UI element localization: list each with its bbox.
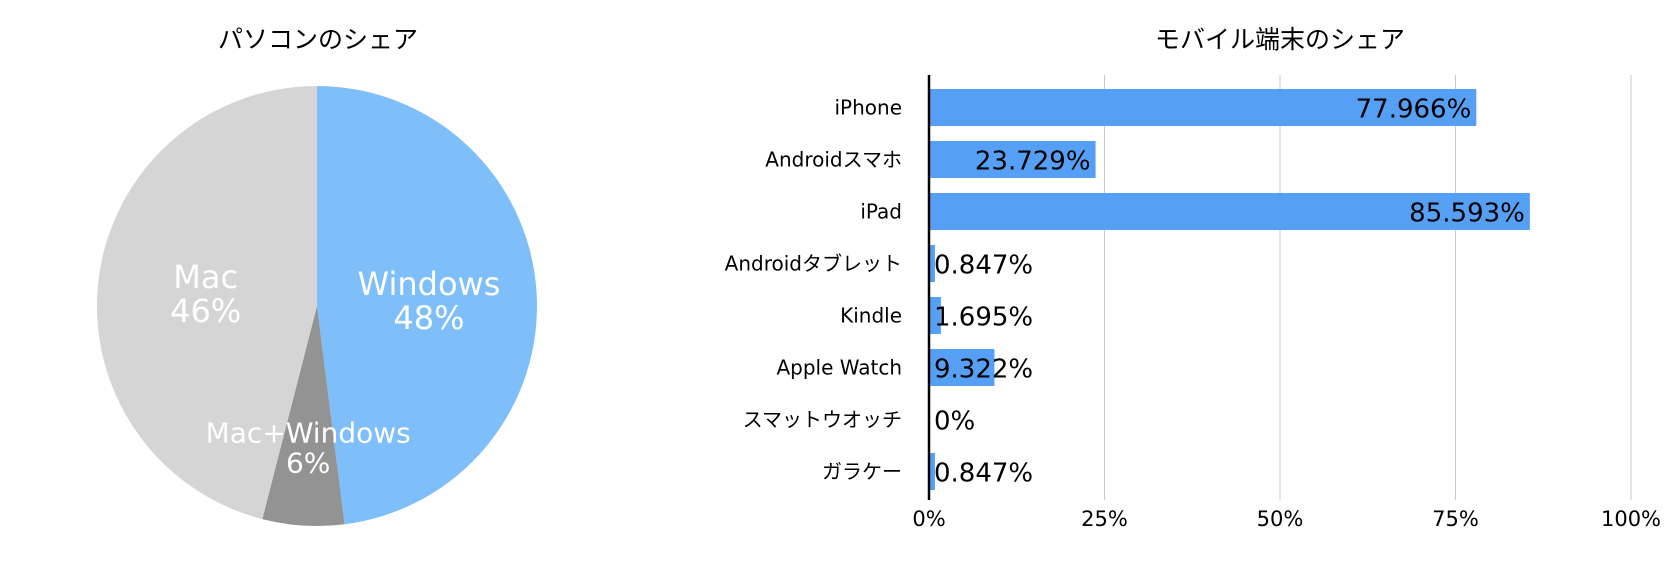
data-label: 0%	[934, 407, 975, 437]
bar	[929, 297, 941, 334]
category-label: Androidスマホ	[765, 148, 902, 172]
category-label: スマットウオッチ	[743, 408, 902, 432]
pie-label-name: Windows	[358, 265, 501, 303]
pie-slice-windows	[317, 86, 537, 525]
data-label: 9.322%	[934, 355, 1033, 385]
bar	[929, 245, 935, 282]
x-tick-label: 0%	[912, 507, 945, 531]
data-label: 1.695%	[934, 303, 1033, 333]
data-label: 23.729%	[975, 147, 1091, 177]
pie-slice-mac-windows	[262, 306, 345, 526]
pie-label-name: Mac	[173, 258, 238, 296]
category-label: Apple Watch	[776, 356, 902, 380]
data-label: 85.593%	[1409, 199, 1525, 229]
category-label: Androidタブレット	[725, 252, 902, 276]
bar-title: モバイル端末のシェア	[1155, 25, 1405, 54]
data-label: 0.847%	[934, 251, 1033, 281]
pie-label-name: Mac+Windows	[206, 417, 411, 450]
bar	[929, 89, 1477, 126]
x-tick-label: 75%	[1432, 507, 1479, 531]
pie-label-value: 48%	[393, 299, 464, 337]
pie-slice-mac	[96, 86, 317, 520]
bar-chart: モバイル端末のシェア 0% 25% 50% 75% 100% iPhone 77.966% A…	[725, 25, 1661, 531]
category-label: Kindle	[840, 304, 902, 328]
category-label: iPhone	[834, 96, 902, 120]
bar	[929, 193, 1530, 230]
category-label: ガラケー	[822, 460, 902, 484]
x-tick-label: 100%	[1601, 507, 1661, 531]
bar	[929, 453, 935, 490]
x-tick-label: 25%	[1081, 507, 1128, 531]
data-label: 0.847%	[934, 459, 1033, 489]
bar	[929, 349, 995, 386]
bar	[929, 141, 1096, 178]
pie-label-value: 46%	[170, 292, 241, 330]
data-label: 77.966%	[1356, 95, 1472, 125]
pie-title: パソコンのシェア	[218, 25, 418, 54]
x-tick-label: 50%	[1257, 507, 1304, 531]
pie-label-value: 6%	[286, 447, 330, 480]
category-label: iPad	[860, 200, 902, 224]
